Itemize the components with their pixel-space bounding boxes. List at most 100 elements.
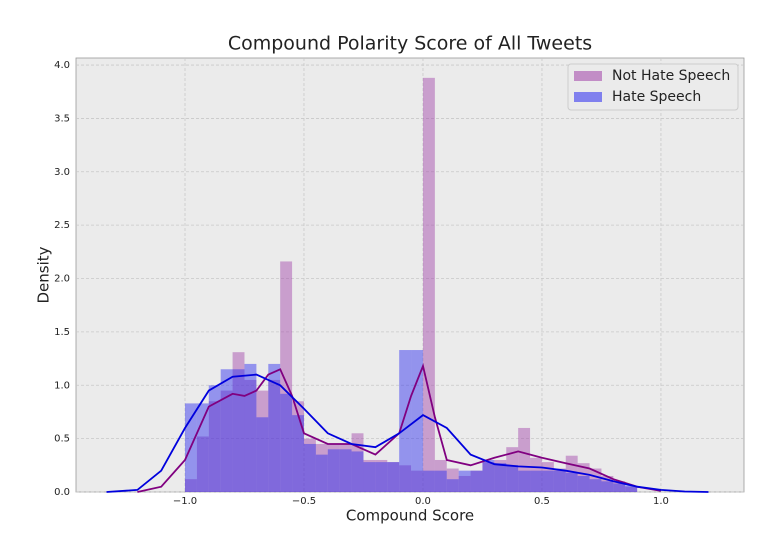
bar	[244, 379, 257, 492]
bar	[625, 486, 638, 492]
bar	[387, 462, 400, 492]
bar	[470, 470, 483, 492]
y-tick-label: 2.5	[54, 220, 70, 231]
bar	[577, 463, 590, 492]
bar	[327, 449, 340, 492]
x-tick-label: −1.0	[173, 496, 197, 507]
bar	[327, 443, 340, 492]
bar	[315, 454, 328, 492]
bar	[553, 468, 566, 492]
bar	[482, 462, 495, 492]
legend-box	[567, 63, 739, 111]
bar	[446, 479, 459, 492]
bar	[399, 350, 412, 492]
bar	[351, 433, 364, 492]
bar	[613, 481, 626, 492]
y-tick-label: 1.0	[54, 380, 70, 391]
legend-label: Not Hate Speech	[612, 68, 730, 84]
bar	[208, 401, 221, 492]
bar	[506, 465, 519, 492]
bar	[589, 468, 602, 492]
kde-line	[106, 373, 709, 493]
y-tick-label: 1.5	[54, 327, 70, 338]
bar	[292, 415, 304, 492]
legend-swatch	[574, 71, 602, 81]
bar	[434, 459, 447, 492]
y-axis-label: Density	[35, 246, 53, 303]
bar	[625, 485, 638, 492]
y-tick-label: 3.0	[54, 167, 70, 178]
bar	[363, 459, 376, 492]
bar	[482, 459, 495, 492]
legend-label: Hate Speech	[612, 89, 701, 105]
bar	[232, 369, 245, 492]
bar	[363, 462, 376, 492]
bar	[208, 385, 221, 492]
bar	[422, 77, 435, 492]
chart-title: Compound Polarity Score of All Tweets	[228, 33, 592, 55]
bar	[601, 481, 614, 492]
bar	[446, 468, 459, 492]
bar	[303, 438, 316, 492]
bar	[292, 401, 304, 492]
bar	[565, 455, 578, 492]
y-tick-label: 3.5	[54, 113, 70, 124]
grid	[76, 58, 744, 493]
x-tick-label: 0.5	[534, 496, 550, 507]
bar	[375, 462, 388, 492]
bar	[280, 261, 293, 492]
bar	[268, 379, 281, 492]
y-tick-label: 0.0	[54, 487, 70, 498]
bar	[280, 393, 293, 492]
legend-swatch	[574, 92, 602, 102]
bar	[434, 470, 447, 492]
bar	[196, 436, 209, 492]
bar	[351, 451, 364, 492]
bar	[411, 470, 423, 492]
bar	[458, 470, 471, 492]
bar	[220, 369, 233, 492]
bar	[315, 443, 328, 492]
bar	[339, 449, 352, 492]
bar	[387, 462, 400, 492]
x-tick-label: 0.0	[415, 496, 431, 507]
bar	[196, 403, 209, 492]
bar	[530, 470, 542, 492]
bar	[601, 475, 614, 492]
bar	[589, 479, 602, 492]
bar	[268, 363, 281, 492]
bar	[339, 443, 352, 492]
x-tick-label: 1.0	[653, 496, 669, 507]
bar	[530, 457, 542, 492]
bar	[565, 472, 578, 492]
bar	[613, 483, 626, 492]
plot-area	[75, 57, 745, 493]
bar	[577, 475, 590, 492]
bar	[541, 470, 554, 492]
bar	[244, 363, 257, 492]
y-tick-label: 2.0	[54, 274, 70, 285]
bars	[184, 77, 638, 492]
bar	[470, 470, 483, 492]
bar	[494, 463, 507, 492]
legend: Not Hate Speech Hate Speech	[567, 63, 739, 111]
bar	[184, 479, 197, 492]
bar	[518, 470, 531, 492]
x-axis-label: Compound Score	[346, 507, 474, 525]
lines	[106, 362, 709, 493]
y-tick-label: 0.5	[54, 434, 70, 445]
bar	[399, 465, 412, 492]
bar	[375, 459, 388, 492]
kde-line	[137, 362, 662, 493]
bar	[303, 443, 316, 492]
bar	[422, 470, 435, 492]
y-tick-label: 4.0	[54, 60, 70, 71]
bar	[494, 459, 507, 492]
bar	[411, 350, 423, 492]
bar	[220, 390, 233, 492]
bar	[553, 470, 566, 492]
bar	[256, 417, 269, 492]
bar	[458, 475, 471, 492]
bar	[518, 427, 531, 492]
